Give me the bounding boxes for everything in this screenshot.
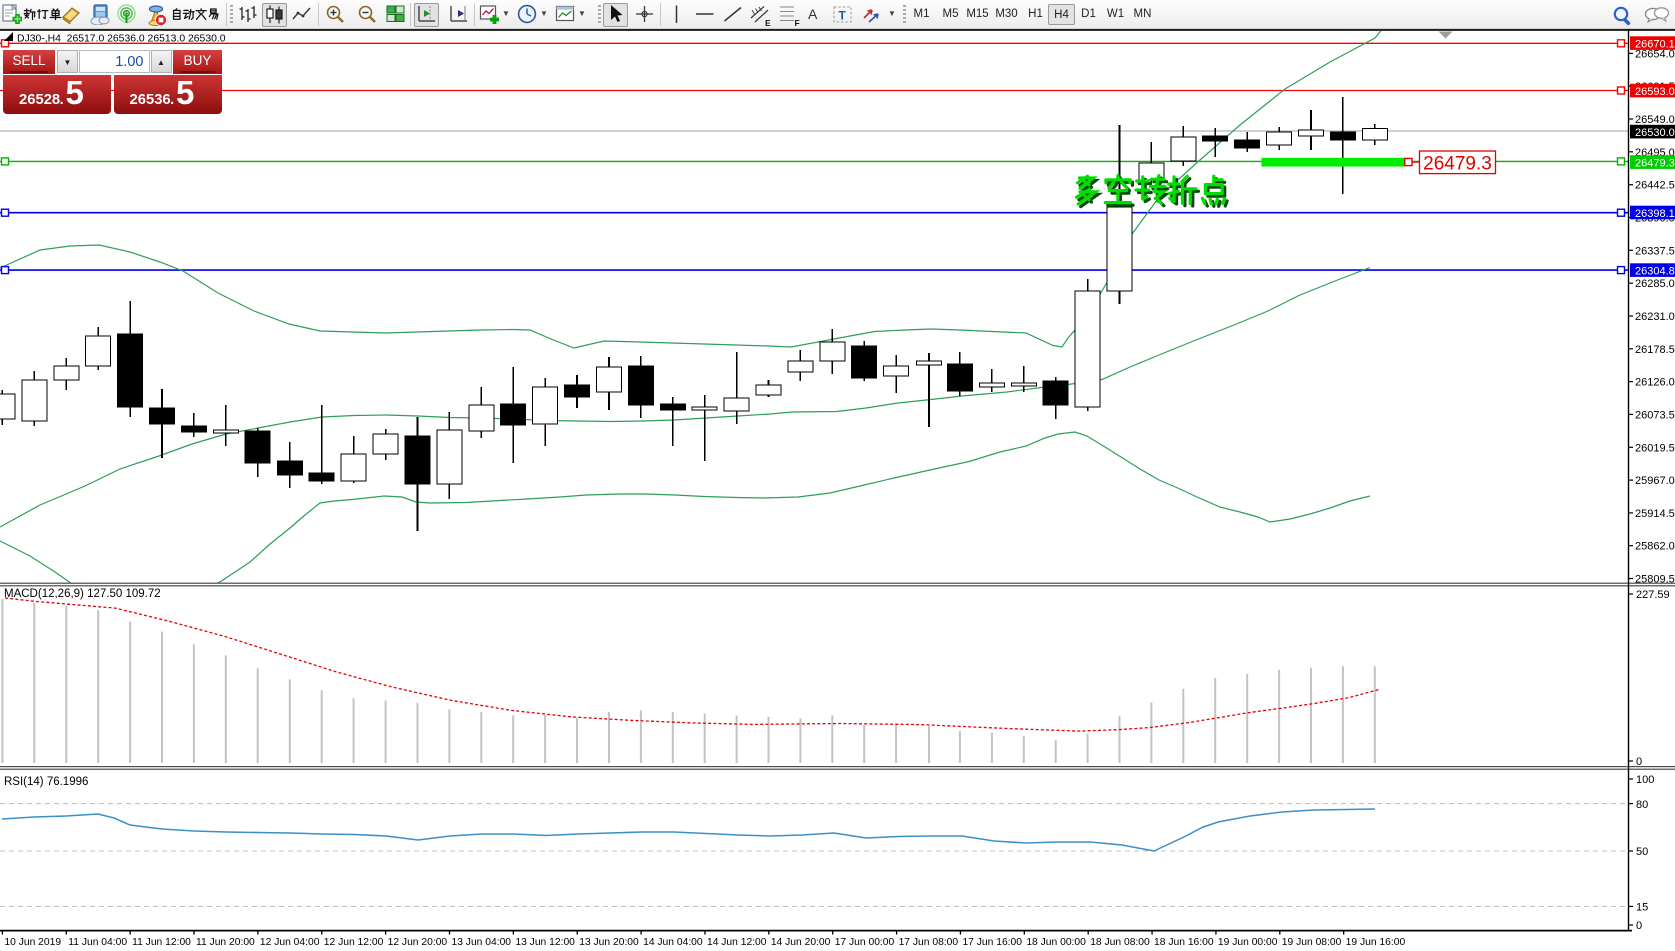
svg-text:26654.0: 26654.0 (1635, 48, 1675, 60)
svg-text:25914.5: 25914.5 (1635, 508, 1675, 520)
svg-text:26549.0: 26549.0 (1635, 114, 1675, 126)
svg-text:0: 0 (1636, 756, 1642, 768)
svg-text:26073.5: 26073.5 (1635, 409, 1675, 421)
svg-text:26670.1: 26670.1 (1635, 39, 1675, 51)
svg-text:18 Jun 00:00: 18 Jun 00:00 (1026, 937, 1086, 948)
svg-text:RSI(14) 76.1996: RSI(14) 76.1996 (4, 776, 88, 788)
svg-text:100: 100 (1636, 774, 1654, 786)
svg-text:26398.1: 26398.1 (1635, 208, 1675, 220)
svg-text:13 Jun 12:00: 13 Jun 12:00 (515, 937, 575, 948)
svg-text:MACD(12,26,9) 127.50 109.72: MACD(12,26,9) 127.50 109.72 (4, 588, 161, 600)
svg-text:26019.5: 26019.5 (1635, 442, 1675, 454)
svg-text:11 Jun 20:00: 11 Jun 20:00 (196, 937, 255, 948)
svg-text:26337.5: 26337.5 (1635, 245, 1675, 257)
svg-text:13 Jun 04:00: 13 Jun 04:00 (451, 937, 511, 948)
svg-text:25967.0: 25967.0 (1635, 475, 1675, 487)
svg-text:26126.0: 26126.0 (1635, 377, 1675, 389)
svg-text:11 Jun 12:00: 11 Jun 12:00 (132, 937, 191, 948)
svg-text:26304.8: 26304.8 (1635, 266, 1675, 278)
svg-text:14 Jun 12:00: 14 Jun 12:00 (707, 937, 767, 948)
svg-text:13 Jun 20:00: 13 Jun 20:00 (579, 937, 639, 948)
svg-text:DJ30-,H4 26517.0 26536.0 2651: DJ30-,H4 26517.0 26536.0 26513.0 26530.0 (17, 34, 226, 45)
svg-text:18 Jun 16:00: 18 Jun 16:00 (1154, 937, 1214, 948)
svg-text:0: 0 (1636, 920, 1642, 932)
svg-text:17 Jun 00:00: 17 Jun 00:00 (835, 937, 895, 948)
svg-text:227.59: 227.59 (1636, 589, 1670, 601)
svg-text:17 Jun 08:00: 17 Jun 08:00 (899, 937, 959, 948)
svg-text:26231.0: 26231.0 (1635, 311, 1675, 323)
svg-text:26530.0: 26530.0 (1635, 127, 1675, 139)
svg-text:F: F (795, 18, 800, 27)
svg-text:18 Jun 08:00: 18 Jun 08:00 (1090, 937, 1150, 948)
svg-text:19 Jun 08:00: 19 Jun 08:00 (1282, 937, 1342, 948)
svg-text:26593.0: 26593.0 (1635, 86, 1675, 98)
svg-text:25809.5: 25809.5 (1635, 574, 1675, 586)
svg-text:19 Jun 16:00: 19 Jun 16:00 (1346, 937, 1406, 948)
svg-text:26442.5: 26442.5 (1635, 180, 1675, 192)
svg-text:80: 80 (1636, 799, 1648, 811)
svg-text:50: 50 (1636, 846, 1648, 858)
svg-text:12 Jun 04:00: 12 Jun 04:00 (260, 937, 320, 948)
svg-text:12 Jun 12:00: 12 Jun 12:00 (324, 937, 384, 948)
svg-text:26479.3: 26479.3 (1635, 158, 1675, 170)
svg-text:10 Jun 2019: 10 Jun 2019 (4, 937, 61, 948)
svg-text:14 Jun 20:00: 14 Jun 20:00 (771, 937, 831, 948)
svg-text:26285.0: 26285.0 (1635, 278, 1675, 290)
svg-text:T: T (839, 9, 847, 23)
svg-text:12 Jun 20:00: 12 Jun 20:00 (388, 937, 448, 948)
svg-text:25862.0: 25862.0 (1635, 541, 1675, 553)
svg-text:17 Jun 16:00: 17 Jun 16:00 (962, 937, 1022, 948)
svg-text:26479.3: 26479.3 (1423, 153, 1492, 174)
svg-text:15: 15 (1636, 902, 1648, 914)
svg-text:E: E (765, 18, 771, 27)
svg-text:26178.5: 26178.5 (1635, 344, 1675, 356)
svg-text:11 Jun 04:00: 11 Jun 04:00 (68, 937, 127, 948)
svg-text:19 Jun 00:00: 19 Jun 00:00 (1218, 937, 1278, 948)
svg-text:14 Jun 04:00: 14 Jun 04:00 (643, 937, 703, 948)
